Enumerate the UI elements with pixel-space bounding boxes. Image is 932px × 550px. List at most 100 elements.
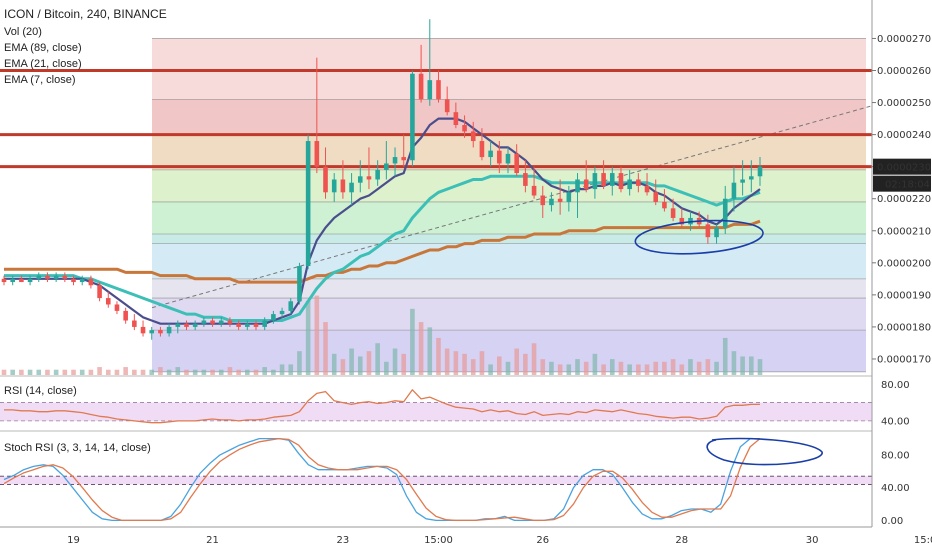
candle-body bbox=[19, 278, 24, 283]
price-pane bbox=[0, 19, 873, 375]
volume-bar bbox=[62, 369, 68, 375]
volume-bar bbox=[53, 369, 59, 375]
volume-bar bbox=[218, 369, 224, 375]
volume-bar bbox=[479, 351, 485, 375]
rsi-label[interactable]: RSI (14, close) bbox=[4, 385, 77, 397]
volume-bar bbox=[601, 364, 606, 375]
candle-body bbox=[10, 278, 15, 283]
candle-body bbox=[79, 278, 85, 283]
indicator-volume-label[interactable]: Vol (20) bbox=[4, 26, 42, 38]
indicator-ema7-label[interactable]: EMA (7, close) bbox=[4, 74, 76, 86]
volume-bar bbox=[19, 369, 24, 375]
candle-body bbox=[175, 323, 181, 327]
volume-bar bbox=[323, 322, 328, 375]
candle-body bbox=[262, 320, 267, 327]
candle-body bbox=[557, 198, 563, 202]
volume-bar bbox=[253, 369, 259, 375]
candle-body bbox=[653, 192, 659, 202]
volume-bar bbox=[644, 364, 650, 375]
candle-body bbox=[384, 163, 389, 170]
candle-body bbox=[540, 195, 546, 206]
volume-bar bbox=[262, 367, 267, 375]
volume-bar bbox=[436, 337, 441, 375]
candle-body bbox=[71, 278, 76, 283]
candle-body bbox=[583, 179, 589, 190]
fib-zone bbox=[152, 99, 866, 135]
candle-body bbox=[531, 185, 537, 196]
price-tick-label: 0.0000190 bbox=[877, 290, 931, 301]
volume-bar bbox=[297, 351, 302, 375]
candle-body bbox=[609, 173, 615, 186]
candle-body bbox=[575, 179, 580, 193]
price-tick-label: 0.0000180 bbox=[877, 322, 931, 333]
volume-bar bbox=[722, 337, 728, 375]
volume-bar bbox=[140, 369, 146, 375]
volume-bar bbox=[636, 364, 641, 375]
candle-body bbox=[375, 169, 380, 180]
time-tick-label: 23 bbox=[337, 535, 350, 546]
volume-bar bbox=[114, 369, 120, 375]
candle-body bbox=[297, 266, 302, 302]
volume-bar bbox=[488, 364, 493, 375]
price-tick-label: 0.0000250 bbox=[877, 98, 931, 109]
candle-body bbox=[679, 217, 685, 225]
price-tick-label: 0.0000200 bbox=[877, 258, 931, 269]
volume-bar bbox=[166, 369, 172, 375]
volume-bar bbox=[175, 367, 181, 375]
time-tick-label: 21 bbox=[206, 535, 219, 546]
candle-body bbox=[523, 173, 528, 186]
last-price-label: 0.0000230 bbox=[877, 163, 931, 174]
volume-bar bbox=[757, 359, 763, 375]
countdown-badge bbox=[873, 175, 931, 192]
volume-bar bbox=[583, 361, 589, 375]
candle-body bbox=[236, 323, 241, 327]
volume-bar bbox=[271, 369, 276, 375]
candle-body bbox=[88, 278, 94, 286]
candle-body bbox=[392, 157, 398, 164]
volume-bar bbox=[609, 359, 615, 375]
candle-body bbox=[166, 326, 172, 334]
stoch-rsi-pane bbox=[0, 437, 872, 522]
volume-bar bbox=[132, 369, 137, 375]
volume-bar bbox=[410, 308, 415, 375]
candle-body bbox=[479, 141, 485, 158]
volume-bar bbox=[97, 367, 102, 375]
candle-body bbox=[410, 73, 415, 161]
volume-bar bbox=[36, 369, 42, 375]
volume-bar bbox=[592, 353, 598, 375]
volume-bar bbox=[618, 361, 624, 375]
stoch-rsi-label[interactable]: Stoch RSI (3, 3, 14, 14, close) bbox=[4, 442, 151, 454]
indicator-ema89-label[interactable]: EMA (89, close) bbox=[4, 42, 82, 54]
volume-bar bbox=[627, 364, 632, 375]
candle-body bbox=[279, 310, 285, 315]
stoch-band bbox=[0, 476, 872, 485]
volume-bar bbox=[557, 364, 563, 375]
candle-body bbox=[53, 275, 59, 279]
candle-body bbox=[497, 150, 502, 164]
candle-body bbox=[618, 173, 624, 190]
fib-zone bbox=[152, 38, 866, 100]
fib-zone bbox=[152, 233, 866, 244]
candle-body bbox=[740, 179, 745, 183]
volume-bar bbox=[688, 359, 693, 375]
candle-body bbox=[45, 275, 50, 279]
candle-body bbox=[670, 208, 676, 218]
volume-bar bbox=[540, 359, 546, 375]
volume-bar bbox=[662, 361, 667, 375]
indicator-ema21-label[interactable]: EMA (21, close) bbox=[4, 58, 82, 70]
time-tick-label: 26 bbox=[536, 535, 549, 546]
candle-body bbox=[462, 125, 467, 132]
candle-body bbox=[749, 176, 754, 180]
fib-zone bbox=[152, 243, 866, 279]
volume-bar bbox=[392, 348, 398, 375]
volume-bar bbox=[740, 356, 745, 375]
last-price-badge bbox=[873, 158, 931, 175]
volume-bar bbox=[427, 327, 433, 375]
volume-bar bbox=[349, 348, 354, 375]
price-tick-label: 0.0000240 bbox=[877, 130, 931, 141]
candle-body bbox=[132, 320, 137, 327]
volume-bar bbox=[497, 356, 502, 375]
volume-bar bbox=[45, 369, 50, 375]
